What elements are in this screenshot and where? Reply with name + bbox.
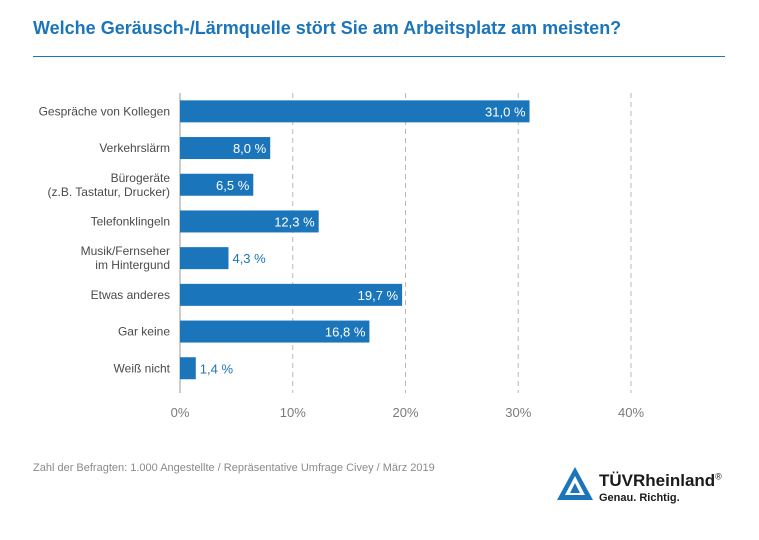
bar bbox=[180, 320, 370, 343]
category-label: im Hintergund bbox=[95, 258, 170, 272]
bar bbox=[180, 210, 319, 233]
x-tick-label: 30% bbox=[505, 405, 531, 420]
bar bbox=[180, 283, 403, 306]
category-label: Bürogeräte bbox=[111, 171, 171, 185]
tuv-logo: TÜVRheinland® Genau. Richtig. bbox=[556, 462, 736, 512]
bar bbox=[180, 137, 271, 160]
tuv-triangle-icon bbox=[557, 467, 593, 500]
bar-value-label: 16,8 % bbox=[325, 325, 366, 340]
x-tick-label: 20% bbox=[392, 405, 418, 420]
category-label: Musik/Fernseher bbox=[81, 244, 170, 258]
category-label: Gespräche von Kollegen bbox=[39, 104, 170, 118]
chart-title: Welche Geräusch-/Lärmquelle stört Sie am… bbox=[33, 18, 622, 38]
bar bbox=[180, 247, 229, 270]
category-label: Verkehrslärm bbox=[99, 141, 170, 155]
bar-value-label: 12,3 % bbox=[274, 214, 315, 229]
bar-value-label: 8,0 % bbox=[233, 141, 267, 156]
x-tick-label: 0% bbox=[171, 405, 190, 420]
bar bbox=[180, 100, 530, 123]
bar-value-label: 4,3 % bbox=[232, 251, 266, 266]
bar-value-label: 6,5 % bbox=[216, 178, 250, 193]
bar-value-label: 1,4 % bbox=[200, 361, 234, 376]
bar-value-label: 19,7 % bbox=[358, 288, 399, 303]
bar-chart: 0% 10% 20% 30% 40% 31,0 % Gespräche von Kolleg… bbox=[39, 93, 644, 420]
category-label: Etwas anderes bbox=[91, 288, 170, 302]
category-label: Weiß nicht bbox=[114, 361, 171, 375]
logo-brand: TÜVRheinland® bbox=[599, 471, 722, 490]
bar bbox=[180, 357, 196, 380]
bar-value-label: 31,0 % bbox=[485, 104, 526, 119]
footnote: Zahl der Befragten: 1.000 Angestellte / … bbox=[33, 462, 435, 474]
category-label: Telefonklingeln bbox=[91, 214, 170, 228]
x-tick-label: 40% bbox=[618, 405, 644, 420]
category-label: (z.B. Tastatur, Drucker) bbox=[48, 185, 170, 199]
bar bbox=[180, 173, 254, 196]
logo-slogan: Genau. Richtig. bbox=[599, 492, 680, 504]
title-divider bbox=[33, 56, 725, 57]
category-label: Gar keine bbox=[118, 325, 170, 339]
x-tick-label: 10% bbox=[280, 405, 306, 420]
